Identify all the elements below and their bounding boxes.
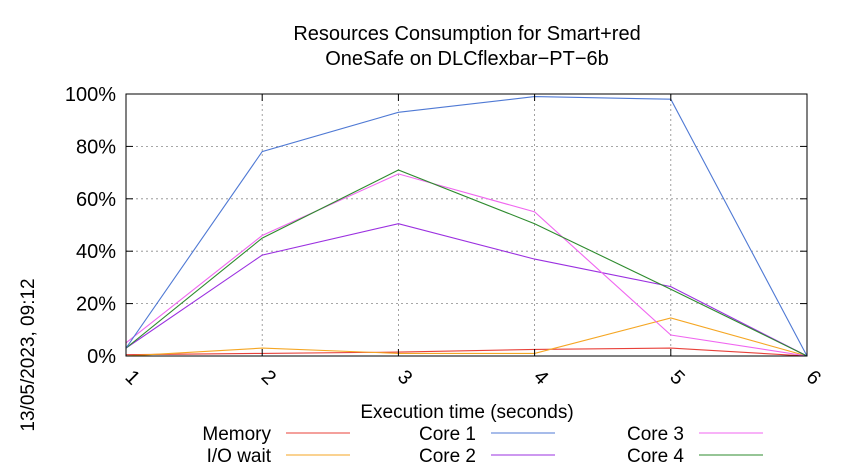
x-axis: 1 2 3 4 5 6 [121, 94, 825, 389]
chart-title-line-1: Resources Consumption for Smart+red [293, 23, 640, 45]
timestamp-label: 13/05/2023, 09:12 [18, 278, 39, 431]
plot-frame [125, 93, 808, 357]
x-axis-label: Execution time (seconds) [360, 402, 573, 423]
series-line-core-1 [125, 96, 808, 357]
x-tick-label: 4 [529, 366, 552, 389]
series-line-i-o-wait [125, 317, 808, 357]
series-line-core-4 [125, 169, 808, 357]
legend-label-core-4: Core 4 [627, 446, 684, 467]
y-tick-label: 80% [76, 136, 116, 158]
series-line-memory [125, 347, 808, 357]
x-tick-label: 1 [121, 366, 144, 389]
x-tick-label: 5 [665, 366, 688, 389]
x-tick-label: 3 [393, 366, 416, 389]
legend-label-core-3: Core 3 [627, 424, 684, 445]
y-axis: 0% 20% 40% 60% 80% 100% [65, 84, 807, 368]
y-tick-label: 20% [76, 294, 116, 316]
y-tick-label: 0% [87, 346, 116, 368]
legend-label-core-2: Core 2 [419, 446, 476, 467]
x-tick-label: 6 [802, 366, 825, 389]
y-tick-label: 60% [76, 189, 116, 211]
y-tick-label: 100% [65, 84, 116, 106]
chart-title: Resources Consumption for Smart+red OneS… [293, 23, 640, 70]
y-tick-label: 40% [76, 241, 116, 263]
series-layer [125, 96, 808, 357]
grid [126, 94, 807, 356]
x-tick-label: 2 [257, 366, 280, 389]
chart-title-line-2: OneSafe on DLCflexbar−PT−6b [325, 48, 609, 70]
legend-label-memory: Memory [202, 424, 271, 445]
series-line-core-2 [125, 223, 808, 357]
legend-label-core-1: Core 1 [419, 424, 476, 445]
series-line-core-3 [125, 173, 808, 357]
legend-label-i-o-wait: I/O wait [207, 446, 272, 467]
